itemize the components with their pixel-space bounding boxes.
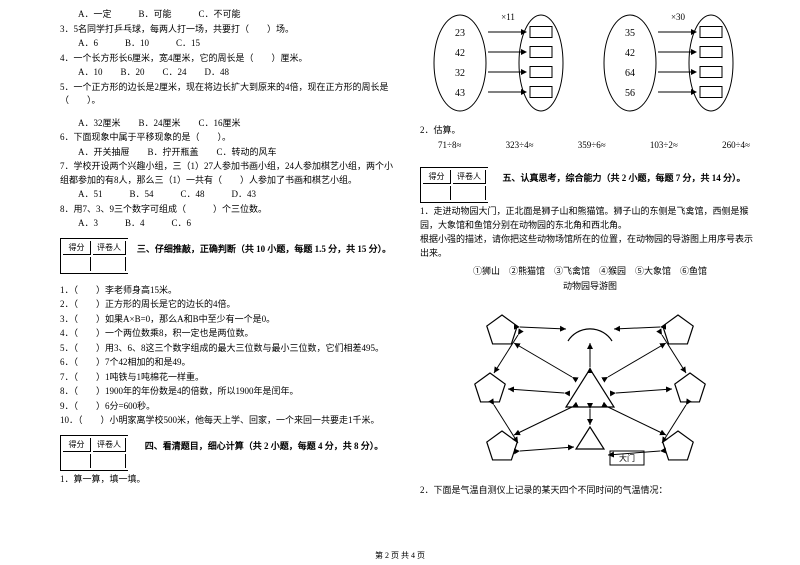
score-box-5: 得分评卷人 — [420, 167, 488, 203]
section-5-title: 五、认真思考，综合能力（共 2 小题，每题 7 分，共 14 分）。 — [488, 163, 760, 184]
q7-options: A．51 B．54 C．48 D．43 — [60, 188, 400, 202]
judge-9: 9．（ ）6分=600秒。 — [60, 400, 400, 414]
section-4-title: 四、看清题目，细心计算（共 2 小题，每题 4 分，共 8 分）。 — [128, 431, 400, 452]
judge-2: 2．（ ）正方形的周长是它的边长的4倍。 — [60, 298, 400, 312]
judge-1: 1．（ ）李老师身高15米。 — [60, 284, 400, 298]
svg-text:×11: ×11 — [501, 12, 515, 22]
est-1: 71÷8≈ — [438, 139, 461, 153]
section-3-title: 三、仔细推敲，正确判断（共 10 小题，每题 1.5 分，共 15 分）。 — [128, 234, 400, 255]
prob-1a: 1．走进动物园大门，正北面是狮子山和熊猫馆。狮子山的东侧是飞禽馆，西侧是猴园，大… — [420, 205, 760, 232]
svg-text:42: 42 — [455, 48, 465, 59]
est-4: 103÷2≈ — [650, 139, 678, 153]
q4: 4．一个长方形长6厘米，宽4厘米，它的周长是（ ）厘米。 — [60, 52, 400, 66]
svg-text:64: 64 — [625, 68, 635, 79]
score-label: 得分 — [423, 170, 451, 184]
grader-label: 评卷人 — [93, 241, 126, 255]
page-footer: 第 2 页 共 4 页 — [0, 550, 800, 561]
svg-text:大门: 大门 — [619, 453, 635, 463]
est-3: 359÷6≈ — [578, 139, 606, 153]
q5: 5．一个正方形的边长是2厘米，现在将边长扩大到原来的4倍，现在正方形的周长是（ … — [60, 81, 400, 108]
q3-options: A．6 B．10 C．15 — [60, 37, 400, 51]
zoo-map-diagram: 大门 — [420, 294, 760, 484]
score-label: 得分 — [63, 438, 91, 452]
q7: 7．学校开设两个兴趣小组，三（1）27人参加书画小组，24人参加棋艺小组，两个小… — [60, 160, 400, 187]
q5-options: A．32厘米 B．24厘米 C．16厘米 — [60, 117, 400, 131]
est-5: 260÷4≈ — [722, 139, 750, 153]
calc-1: 1．算一算，填一填。 — [60, 473, 400, 487]
q8-options: A．3 B．4 C．6 — [60, 217, 400, 231]
judge-8: 8．（ ）1900年的年份数是4的倍数，所以1900年是闰年。 — [60, 385, 400, 399]
q6: 6．下面现象中属于平移现象的是（ ）。 — [60, 131, 400, 145]
svg-text:23: 23 — [455, 28, 465, 39]
calc-2: 2．估算。 — [420, 124, 760, 138]
map-title: 动物园导游图 — [420, 280, 760, 294]
right-column: ×11 23 42 32 43 ×30 35 42 64 56 2．估算。 71÷8≈ 323÷4… — [410, 8, 770, 540]
judge-5: 5．（ ）用3、6、8这三个数字组成的最大三位数与最小三位数，它们相差495。 — [60, 342, 400, 356]
score-box-4: 得分评卷人 — [60, 435, 128, 471]
q3: 3．5名同学打乒乓球，每两人打一场，共要打（ ）场。 — [60, 23, 400, 37]
grader-label: 评卷人 — [93, 438, 126, 452]
score-label: 得分 — [63, 241, 91, 255]
q2-options: A．一定 B．可能 C．不可能 — [60, 8, 400, 22]
judge-10: 10．（ ）小明家离学校500米，他每天上学、回家，一个来回一共要走1千米。 — [60, 414, 400, 428]
oval-diagram: ×11 23 42 32 43 ×30 35 42 64 56 — [420, 8, 760, 118]
svg-text:×30: ×30 — [671, 12, 686, 22]
svg-text:32: 32 — [455, 68, 465, 79]
judge-4: 4．（ ）一个两位数乘8，积一定也是两位数。 — [60, 327, 400, 341]
svg-text:43: 43 — [455, 88, 465, 99]
svg-text:42: 42 — [625, 48, 635, 59]
q8: 8．用7、3、9三个数字可组成（ ）个三位数。 — [60, 203, 400, 217]
q6-options: A．开关抽屉 B．拧开瓶盖 C．转动的风车 — [60, 146, 400, 160]
svg-text:56: 56 — [625, 88, 635, 99]
est-2: 323÷4≈ — [506, 139, 534, 153]
svg-text:35: 35 — [625, 28, 635, 39]
q4-options: A．10 B．20 C．24 D．48 — [60, 66, 400, 80]
judge-6: 6．（ ）7个42相加的和是49。 — [60, 356, 400, 370]
prob-2: 2．下面是气温自测仪上记录的某天四个不同时间的气温情况： — [420, 484, 760, 498]
calc-2-items: 71÷8≈ 323÷4≈ 359÷6≈ 103÷2≈ 260÷4≈ — [420, 139, 760, 153]
score-box-3: 得分评卷人 — [60, 238, 128, 274]
prob-1b: 根据小强的描述，请你把这些动物场馆所在的位置，在动物园的导游图上用序号表示出来。 — [420, 233, 760, 260]
legend: ①狮山 ②熊猫馆 ③飞禽馆 ④猴园 ⑤大象馆 ⑥鱼馆 — [420, 265, 760, 279]
judge-7: 7．（ ）1吨铁与1吨棉花一样重。 — [60, 371, 400, 385]
grader-label: 评卷人 — [453, 170, 486, 184]
left-column: A．一定 B．可能 C．不可能 3．5名同学打乒乓球，每两人打一场，共要打（ ）… — [50, 8, 410, 540]
judge-3: 3．（ ）如果A×B=0，那么A和B中至少有一个是0。 — [60, 313, 400, 327]
